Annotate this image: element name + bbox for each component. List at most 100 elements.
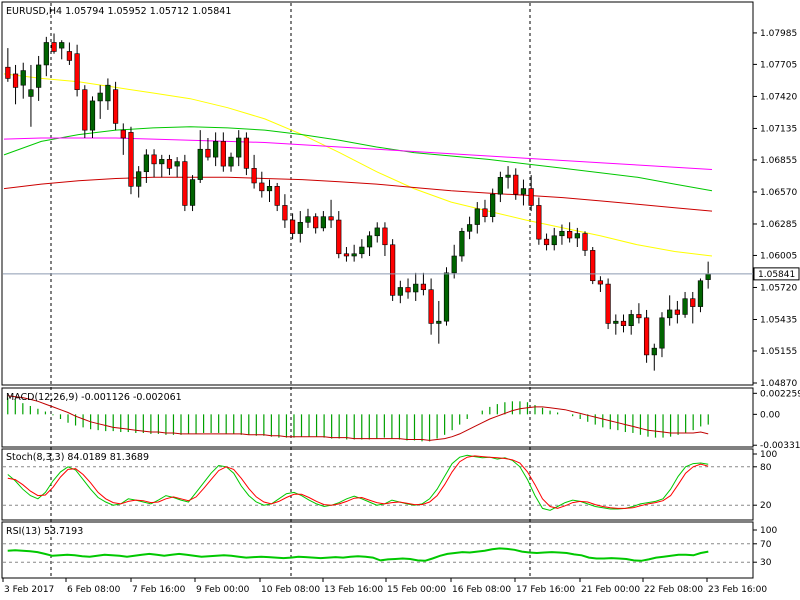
- candle: [597, 276, 604, 292]
- candle: [436, 300, 442, 344]
- moving-averages: [3, 73, 713, 257]
- candle: [382, 222, 388, 257]
- candle: [12, 64, 19, 105]
- candle: [428, 278, 434, 335]
- rsi-indicator: 100 70 30: [3, 526, 777, 568]
- candle: [505, 166, 511, 189]
- indicator-line: [7, 455, 709, 509]
- candle: [5, 48, 11, 82]
- rsi-panel-frame: [1, 521, 754, 579]
- moving-average-line: [3, 176, 713, 212]
- candle: [651, 343, 657, 371]
- candle: [420, 272, 427, 296]
- stochastic-indicator: 100 80 20: [3, 450, 777, 511]
- price-tick-label: 1.07985: [760, 29, 797, 39]
- price-panel-frame: [1, 1, 754, 386]
- header-close: 1.05841: [192, 6, 231, 17]
- candle: [328, 199, 334, 228]
- candle: [228, 152, 234, 172]
- header-open: 1.05794: [65, 6, 104, 17]
- candle: [266, 179, 273, 203]
- candles: [5, 33, 711, 371]
- candle: [451, 244, 457, 279]
- price-tick-label: 1.07705: [760, 60, 797, 70]
- candle: [482, 199, 488, 223]
- candle: [66, 42, 73, 65]
- candle: [151, 149, 157, 178]
- time-tick-label: 21 Feb 00:00: [581, 585, 640, 595]
- candle: [682, 291, 688, 318]
- candle: [497, 171, 503, 203]
- candle: [336, 211, 342, 259]
- candle: [359, 239, 365, 259]
- time-tick-label: 15 Feb 00:00: [387, 585, 446, 595]
- price-tick-label: 1.05435: [760, 316, 797, 326]
- candle: [182, 154, 188, 212]
- candle: [643, 309, 650, 363]
- time-tick-label: 6 Feb 08:00: [67, 585, 121, 595]
- candle: [590, 247, 596, 285]
- macd-panel-frame: [1, 387, 754, 448]
- time-tick-label: 17 Feb 16:00: [516, 585, 575, 595]
- candle: [159, 154, 165, 178]
- candle: [559, 224, 565, 245]
- candle: [628, 309, 634, 335]
- price-tick-label: 1.06855: [760, 156, 797, 166]
- indicator-tick-label: 20: [760, 501, 772, 511]
- candle: [174, 157, 180, 178]
- candle: [405, 278, 411, 299]
- candle: [205, 138, 211, 161]
- candle: [120, 123, 126, 155]
- current-price-label: 1.05841: [758, 270, 795, 280]
- candle: [213, 132, 219, 167]
- candle: [413, 272, 419, 301]
- price-tick-label: 1.07135: [760, 124, 797, 134]
- candle: [282, 194, 288, 228]
- candle: [567, 222, 573, 243]
- moving-average-line: [3, 126, 713, 192]
- candle: [236, 130, 242, 167]
- candle: [82, 85, 88, 139]
- candle: [343, 247, 350, 262]
- time-tick-label: 13 Feb 16:00: [324, 585, 383, 595]
- candle: [243, 132, 250, 176]
- candle: [112, 81, 119, 131]
- price-tick-label: 1.06570: [760, 188, 797, 198]
- candle: [220, 132, 226, 172]
- candle: [474, 202, 480, 234]
- rsi-label: RSI(13) 53.7193: [6, 526, 83, 537]
- candle: [366, 231, 373, 257]
- candle: [520, 179, 527, 206]
- candle: [274, 182, 280, 212]
- candle: [397, 280, 403, 304]
- indicator-tick-label: 70: [760, 540, 772, 550]
- candle: [659, 312, 665, 358]
- macd-label: MACD(12,26,9) -0.001126 -0.002061: [6, 392, 182, 403]
- macd-tick-label: -0.003317: [760, 441, 800, 451]
- macd-tick-label: 0.00: [760, 410, 780, 420]
- candle: [320, 211, 326, 232]
- candle: [443, 267, 450, 326]
- candle: [697, 278, 704, 313]
- candle: [143, 149, 149, 183]
- current-price-box: [753, 267, 800, 281]
- candle: [305, 208, 311, 228]
- price-tick-label: 1.05720: [760, 283, 797, 293]
- candle: [466, 216, 473, 240]
- price-tick-label: 1.04870: [760, 379, 797, 389]
- candle: [459, 227, 465, 262]
- candle: [582, 231, 588, 257]
- time-tick-label: 22 Feb 08:00: [644, 585, 703, 595]
- price-tick-label: 1.06285: [760, 220, 797, 230]
- candle: [605, 278, 611, 330]
- candle: [620, 314, 627, 333]
- candle: [36, 55, 42, 101]
- price-axis: 1.07985 1.07705 1.07420 1.07135 1.06855 1.065…: [3, 29, 800, 389]
- chart-header: EURUSD,H4 1.05794 1.05952 1.05712 1.0584…: [6, 6, 231, 17]
- candle: [20, 62, 26, 99]
- candle: [105, 78, 111, 110]
- candle: [59, 40, 65, 60]
- stoch-label: Stoch(8,3,3) 84.0189 81.3689: [6, 452, 149, 463]
- candle: [297, 211, 303, 243]
